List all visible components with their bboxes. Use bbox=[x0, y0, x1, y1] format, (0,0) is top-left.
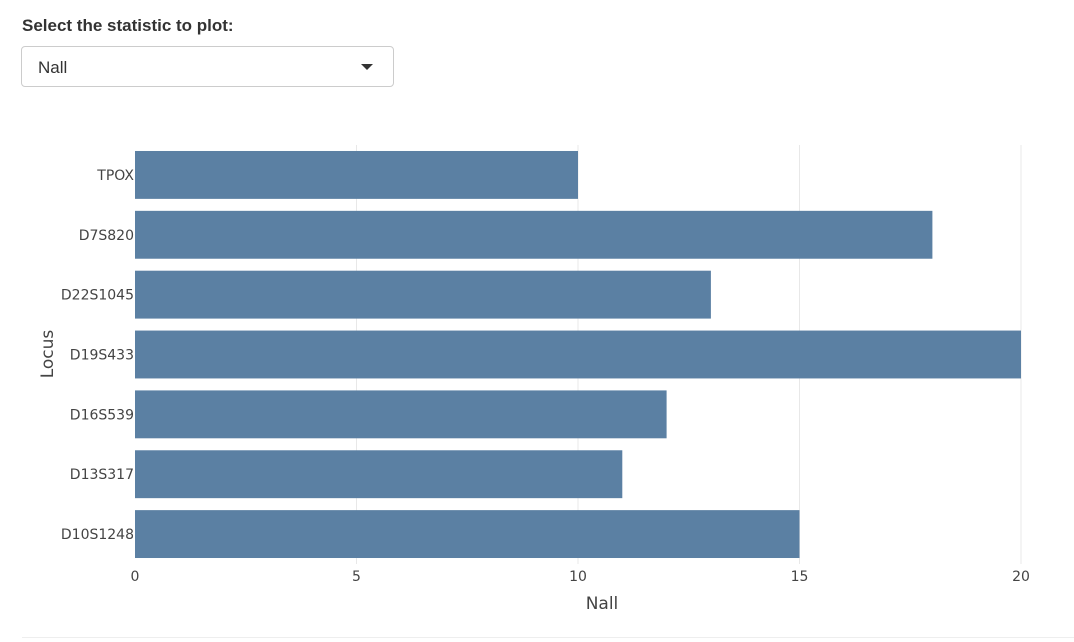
statistic-select[interactable]: Nall bbox=[21, 46, 394, 87]
bar-d7s820 bbox=[135, 210, 933, 259]
bar-tpox bbox=[135, 150, 578, 199]
y-axis-title: Locus bbox=[38, 330, 58, 379]
x-tick-label: 10 bbox=[569, 569, 587, 585]
caret-down-icon bbox=[361, 64, 373, 70]
statistic-select-value: Nall bbox=[38, 58, 68, 77]
x-tick-label: 20 bbox=[1012, 569, 1030, 585]
y-tick-label: D7S820 bbox=[79, 228, 134, 244]
y-tick-label: D16S539 bbox=[70, 407, 134, 423]
x-tick-label: 15 bbox=[791, 569, 809, 585]
bar-d22s1045 bbox=[135, 270, 711, 319]
bar-d16s539 bbox=[135, 390, 667, 439]
x-tick-label: 0 bbox=[131, 569, 140, 585]
y-tick-label: D10S1248 bbox=[61, 527, 134, 543]
y-tick-label: TPOX bbox=[96, 168, 134, 184]
y-tick-label: D22S1045 bbox=[61, 288, 134, 304]
y-tick-label: D19S433 bbox=[70, 348, 134, 364]
bar-d19s433 bbox=[135, 330, 1021, 379]
x-axis-title: Nall bbox=[586, 594, 619, 614]
x-tick-label: 5 bbox=[352, 569, 361, 585]
y-tick-label: D13S317 bbox=[70, 467, 134, 483]
bar-d10s1248 bbox=[135, 510, 800, 559]
bar-d13s317 bbox=[135, 450, 623, 499]
divider bbox=[22, 637, 1074, 638]
statistic-control-label: Select the statistic to plot: bbox=[22, 16, 234, 35]
